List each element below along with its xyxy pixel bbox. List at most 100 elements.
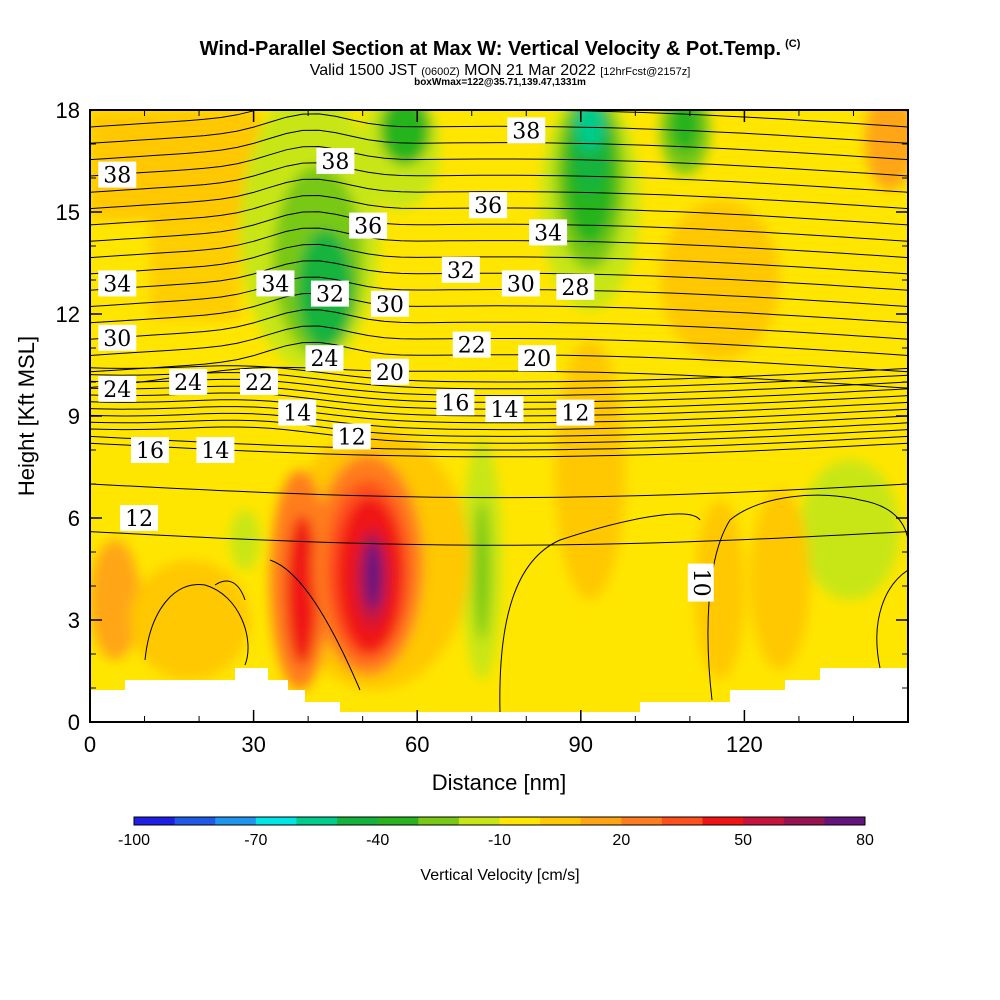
subtitle-date: MON 21 Mar 2022 bbox=[464, 62, 596, 79]
label-text: 24 bbox=[103, 378, 131, 403]
y-axis-label: Height [Kft MSL] bbox=[14, 336, 39, 496]
colorbar-tick-label: -10 bbox=[488, 832, 511, 849]
isentrope-label: 22 bbox=[240, 369, 279, 396]
label-box bbox=[332, 423, 371, 450]
label-text: 30 bbox=[103, 327, 131, 352]
field-patch bbox=[865, 110, 908, 190]
colorbar-tick-label: 80 bbox=[856, 832, 874, 849]
isentrope-label: 34 bbox=[256, 270, 295, 297]
isentrope-line bbox=[90, 211, 908, 242]
colorbar-swatch bbox=[337, 817, 379, 825]
label-box bbox=[98, 161, 137, 188]
isentrope-line bbox=[90, 378, 908, 397]
isentrope-line bbox=[90, 309, 908, 340]
label-box bbox=[278, 399, 317, 426]
isentrope-labels: 38 38 38 36 36 34 34 34 32 32 30 30 28 30 24 22 20 20 24 24… bbox=[98, 117, 714, 602]
y-tick-label: 6 bbox=[68, 506, 80, 531]
isentrope-line bbox=[90, 406, 908, 424]
x-tick-label: 90 bbox=[569, 732, 593, 757]
isentropes bbox=[90, 110, 908, 546]
colorbar-tick-label: 50 bbox=[734, 832, 752, 849]
colorbar-tick-label: 20 bbox=[612, 832, 630, 849]
label-box bbox=[518, 345, 557, 372]
isentrope-10-left bbox=[499, 513, 701, 713]
label-box bbox=[130, 437, 169, 463]
label-text: 30 bbox=[507, 272, 535, 297]
label-text: 14 bbox=[490, 398, 518, 423]
isentrope-label: 28 bbox=[556, 273, 595, 301]
label-text: 16 bbox=[441, 391, 469, 416]
isentrope-label: 36 bbox=[349, 212, 388, 240]
colorbar-swatch bbox=[255, 817, 297, 825]
isentrope-label: 22 bbox=[452, 331, 491, 359]
isentrope-label: 30 bbox=[370, 290, 409, 318]
field-patch bbox=[130, 560, 250, 680]
label-box bbox=[256, 270, 295, 297]
label-box bbox=[196, 437, 235, 463]
isentrope-lower-left bbox=[144, 583, 249, 666]
label-text: 38 bbox=[512, 119, 540, 144]
isentrope-label: 38 bbox=[98, 161, 137, 189]
label-box bbox=[169, 369, 208, 395]
title-tag: (C) bbox=[785, 38, 801, 50]
field-patch bbox=[750, 490, 810, 670]
colorbar-swatch bbox=[377, 817, 419, 825]
label-text: 22 bbox=[458, 334, 486, 359]
isentrope-line bbox=[90, 365, 908, 383]
isentrope-label: 20 bbox=[518, 345, 557, 372]
label-box bbox=[441, 256, 480, 283]
field-patch bbox=[555, 340, 625, 600]
isentrope-label: 24 bbox=[305, 345, 344, 372]
field-patch bbox=[230, 510, 260, 570]
isentrope-line bbox=[90, 145, 908, 177]
field-patch bbox=[474, 500, 490, 640]
field-patch bbox=[295, 110, 355, 155]
label-box bbox=[556, 273, 595, 300]
label-box bbox=[98, 270, 137, 297]
label-box bbox=[305, 345, 344, 372]
label-box bbox=[98, 375, 137, 402]
label-text: 20 bbox=[376, 361, 404, 386]
y-tick-label: 12 bbox=[56, 302, 80, 327]
isentrope-label: 34 bbox=[98, 270, 137, 297]
label-box bbox=[452, 331, 491, 358]
label-text: 30 bbox=[376, 293, 404, 318]
isentrope-label: 30 bbox=[98, 324, 137, 352]
chart-title: Wind-Parallel Section at Max W: Vertical… bbox=[0, 38, 1000, 61]
isentrope-line bbox=[90, 113, 908, 144]
label-text: 12 bbox=[338, 425, 366, 450]
isentrope-label: 14 bbox=[485, 396, 524, 423]
colorbar-tick-label: -70 bbox=[244, 832, 267, 849]
label-text: 36 bbox=[474, 194, 502, 219]
colorbar-swatch bbox=[418, 817, 460, 825]
label-text: 20 bbox=[523, 347, 551, 372]
colorbar-frame bbox=[133, 816, 866, 826]
isentrope-line bbox=[90, 110, 908, 128]
isentrope-line bbox=[90, 531, 908, 546]
isentrope-line bbox=[90, 292, 908, 324]
isentrope-label: 32 bbox=[310, 280, 349, 308]
colorbar-tick-label: -100 bbox=[118, 832, 150, 849]
label-text: 38 bbox=[321, 150, 349, 175]
isentrope-line bbox=[90, 162, 908, 193]
label-box bbox=[120, 505, 159, 531]
isentrope-label: 12 bbox=[332, 423, 371, 450]
colorbar-swatch bbox=[296, 817, 338, 825]
label-box bbox=[507, 117, 546, 144]
isentrope-label: 38 bbox=[507, 117, 546, 144]
label-box bbox=[310, 280, 349, 307]
label-box bbox=[349, 212, 388, 239]
label-box bbox=[370, 358, 409, 385]
colorbar-swatch bbox=[661, 817, 704, 825]
label-text: 24 bbox=[310, 347, 338, 372]
label-text: 34 bbox=[103, 272, 131, 297]
colorbar-swatch bbox=[621, 817, 663, 825]
label-box bbox=[240, 369, 279, 395]
subtitle-utc: (0600Z) bbox=[421, 66, 460, 78]
isentrope-line bbox=[90, 325, 908, 356]
isentrope-line bbox=[90, 227, 908, 259]
label-text: 34 bbox=[261, 272, 289, 297]
label-text: 28 bbox=[561, 276, 589, 301]
isentrope-line bbox=[90, 426, 908, 444]
isentrope-line bbox=[90, 483, 908, 499]
